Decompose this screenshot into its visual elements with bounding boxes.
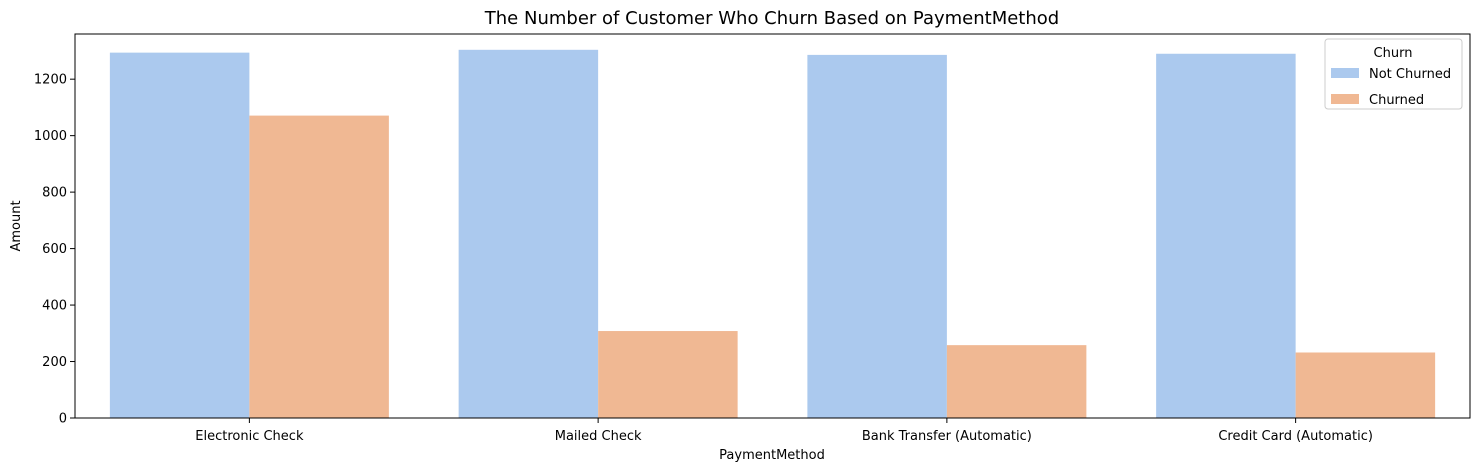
y-tick-label: 200 bbox=[42, 355, 67, 370]
chart-title: The Number of Customer Who Churn Based o… bbox=[484, 8, 1059, 29]
y-tick-label: 400 bbox=[42, 299, 67, 314]
legend-swatch bbox=[1331, 68, 1359, 78]
legend: Churn Not Churned Churned bbox=[1324, 38, 1463, 110]
x-axis-label: PaymentMethod bbox=[719, 448, 825, 463]
y-tick-label: 600 bbox=[42, 242, 67, 257]
legend-frame bbox=[1324, 38, 1463, 110]
bar-not-churned-1 bbox=[458, 49, 599, 419]
bar-churned-1 bbox=[598, 331, 738, 418]
bar-not-churned-3 bbox=[1156, 53, 1296, 418]
y-tick-label: 1000 bbox=[34, 129, 67, 144]
y-axis-label: Amount bbox=[9, 200, 24, 251]
x-tick-label: Credit Card (Automatic) bbox=[1218, 429, 1373, 444]
plot-frame bbox=[74, 33, 1471, 419]
y-tick-label: 0 bbox=[59, 412, 67, 427]
y-tick-label: 1200 bbox=[34, 73, 67, 88]
y-tick-label: 800 bbox=[42, 186, 67, 201]
legend-label: Churned bbox=[1369, 93, 1424, 108]
legend-label: Not Churned bbox=[1369, 67, 1451, 82]
bar-churned-3 bbox=[1295, 352, 1436, 418]
bar-churned-2 bbox=[946, 345, 1087, 418]
x-tick-label: Electronic Check bbox=[195, 429, 304, 444]
legend-items: Not Churned Churned bbox=[1331, 67, 1451, 108]
legend-swatch bbox=[1331, 94, 1359, 104]
bar-not-churned-0 bbox=[109, 52, 250, 418]
axes: 0 200 400 600 800 1000 1200 Electronic Check Mai… bbox=[34, 33, 1471, 444]
x-tick-label: Mailed Check bbox=[555, 429, 642, 444]
bar-churned-0 bbox=[249, 115, 389, 418]
bars bbox=[109, 49, 1436, 419]
x-tick-label: Bank Transfer (Automatic) bbox=[862, 429, 1032, 444]
legend-title: Churn bbox=[1374, 46, 1413, 61]
bar-not-churned-2 bbox=[807, 54, 947, 418]
